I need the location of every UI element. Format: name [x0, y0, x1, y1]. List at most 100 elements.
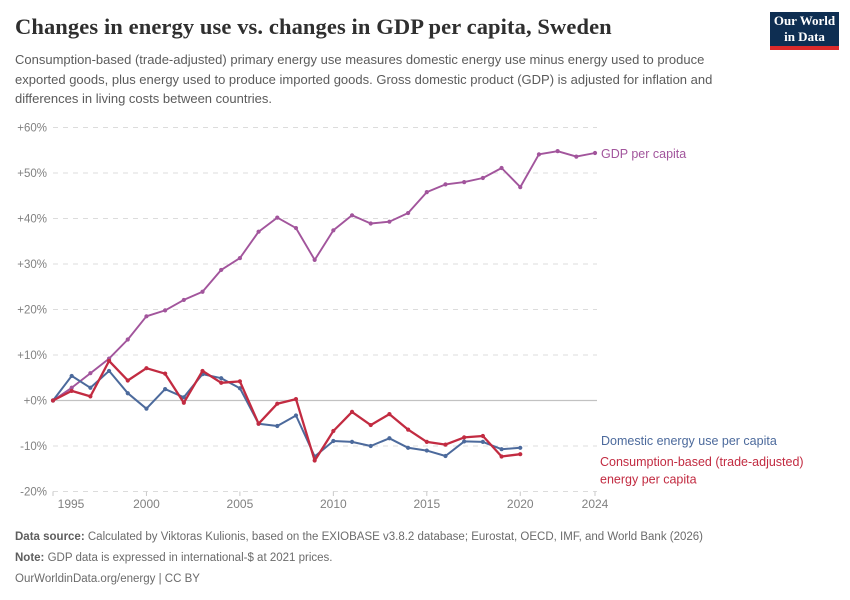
data-point-marker	[462, 180, 467, 185]
x-tick-label: 2005	[227, 497, 254, 511]
y-tick-label: +20%	[17, 305, 47, 317]
data-point-marker	[331, 228, 336, 233]
chart-subtitle: Consumption-based (trade-adjusted) prima…	[15, 52, 713, 106]
owid-logo[interactable]: Our World in Data	[770, 12, 839, 50]
data-point-marker	[387, 436, 392, 441]
data-point-marker	[499, 165, 504, 171]
data-point-marker	[106, 368, 112, 374]
data-point-marker	[163, 387, 168, 392]
data-point-marker	[462, 435, 467, 440]
data-point-marker	[368, 443, 373, 449]
data-point-marker	[144, 314, 149, 319]
data-point-marker	[480, 175, 485, 181]
data-point-marker	[219, 267, 224, 273]
page-title: Changes in energy use vs. changes in GDP…	[15, 14, 612, 39]
data-point-marker	[163, 371, 168, 376]
note-text: GDP data is expressed in international-$…	[44, 552, 333, 564]
data-point-marker	[219, 376, 224, 381]
data-point-marker	[275, 423, 280, 429]
data-point-marker	[275, 401, 280, 406]
data-point-marker	[368, 221, 373, 226]
data-point-marker	[574, 154, 579, 159]
y-tick-label: +0%	[24, 396, 47, 408]
data-point-marker	[480, 433, 485, 439]
data-point-marker	[181, 395, 186, 400]
data-point-marker	[331, 438, 336, 444]
data-point-marker	[256, 421, 261, 426]
data-point-marker	[200, 368, 205, 374]
y-tick-label: -10%	[20, 441, 47, 453]
x-tick-label: 2020	[507, 497, 534, 511]
x-tick-label: 2024	[582, 497, 609, 511]
y-tick-label: +60%	[17, 123, 47, 135]
data-point-marker	[125, 378, 130, 383]
data-point-marker	[200, 289, 205, 294]
y-tick-label: +40%	[17, 214, 47, 226]
data-point-marker	[144, 406, 149, 411]
data-point-marker	[592, 150, 598, 156]
data-point-marker	[555, 149, 560, 154]
data-point-marker	[387, 219, 392, 224]
data-point-marker	[219, 380, 224, 385]
data-point-marker	[424, 439, 429, 445]
y-tick-label: -20%	[20, 487, 47, 499]
data-point-marker	[536, 152, 542, 157]
data-point-marker	[349, 409, 355, 414]
data-point-marker	[293, 397, 299, 402]
x-tick-label: 2000	[133, 497, 160, 511]
data-point-marker	[106, 358, 112, 364]
data-point-marker	[443, 453, 448, 459]
series-label[interactable]: Domestic energy use per capita	[601, 434, 777, 448]
data-point-marker	[499, 454, 504, 459]
data-source-text: Calculated by Viktoras Kulionis, based o…	[84, 531, 704, 543]
x-tick-label: 2015	[413, 497, 440, 511]
y-tick-label: +50%	[17, 168, 47, 180]
data-point-marker	[499, 447, 504, 452]
data-point-marker	[518, 185, 523, 190]
data-point-marker	[480, 439, 485, 445]
series-line-gdp	[52, 150, 596, 402]
data-point-marker	[88, 371, 93, 376]
data-point-marker	[424, 190, 429, 195]
series-label[interactable]: Consumption-based (trade-adjusted)	[600, 455, 804, 469]
data-point-marker	[88, 394, 93, 399]
data-point-marker	[50, 398, 56, 403]
data-point-marker	[368, 422, 373, 428]
data-point-marker	[406, 427, 411, 432]
data-point-marker	[443, 442, 448, 447]
data-point-marker	[181, 400, 186, 405]
y-tick-label: +10%	[17, 350, 47, 362]
series-label[interactable]: GDP per capita	[601, 147, 686, 161]
data-point-marker	[331, 428, 336, 434]
data-point-marker	[406, 445, 411, 450]
series-label[interactable]: energy per capita	[600, 473, 697, 487]
data-point-marker	[69, 388, 74, 394]
data-point-marker	[424, 448, 429, 453]
data-point-marker	[181, 297, 186, 303]
note-line: Note: GDP data is expressed in internati…	[15, 548, 815, 569]
series-line-domestic-energy	[52, 369, 522, 458]
data-point-marker	[349, 439, 355, 445]
note-label: Note:	[15, 552, 45, 564]
owid-url-link[interactable]: OurWorldinData.org/energy | CC BY	[15, 573, 200, 585]
data-point-marker	[443, 182, 448, 187]
x-tick-label: 2010	[320, 497, 347, 511]
data-point-marker	[163, 308, 168, 313]
data-point-marker	[387, 412, 392, 417]
data-point-marker	[69, 373, 74, 379]
data-source-label: Data source:	[15, 531, 85, 543]
data-point-marker	[125, 391, 130, 396]
data-point-marker	[237, 386, 242, 391]
data-point-marker	[256, 229, 261, 234]
data-point-marker	[518, 452, 523, 457]
data-point-marker	[125, 337, 130, 342]
data-point-marker	[349, 213, 355, 218]
y-tick-label: +30%	[17, 259, 47, 271]
data-point-marker	[312, 458, 317, 463]
owid-logo-line2: in Data	[784, 29, 825, 44]
data-source-line: Data source: Calculated by Viktoras Kuli…	[15, 527, 815, 548]
chart-footer: Data source: Calculated by Viktoras Kuli…	[15, 527, 815, 590]
data-point-marker	[406, 210, 411, 216]
